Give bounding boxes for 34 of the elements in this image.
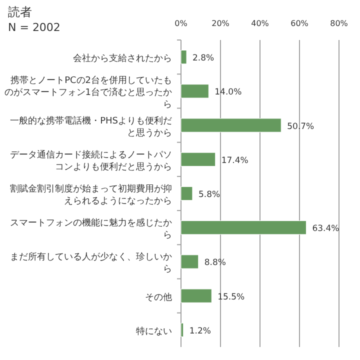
x-tick-label: 60% [290, 19, 309, 28]
y-tick-label: データ通信カード接続によるノートパソコンよりも便利だと思うから [10, 149, 172, 172]
data-label: 8.8% [204, 258, 226, 268]
x-tick-label: 80% [330, 19, 348, 28]
data-label: 2.8% [192, 54, 214, 64]
bar [180, 186, 193, 201]
data-label: 50.7% [287, 122, 314, 132]
y-tick-label: スマートフォンの機能に魅力を感じたから [10, 218, 172, 241]
y-tick-label: 割賦金割引制度が始まって初期費用が抑えられるようになったから [10, 184, 172, 206]
data-label: 5.8% [198, 190, 220, 200]
bar [180, 322, 184, 338]
bar [180, 50, 187, 64]
x-tick-label: 20% [212, 19, 230, 28]
data-label: 1.2% [189, 326, 211, 336]
y-tick-label: 一般的な携帯電話機・PHSよりも便利だと思うから [10, 115, 172, 138]
y-tick-label: 携帯とノートPCの2台を併用していたものがスマートフォン1台で済むと思ったから [4, 75, 172, 110]
data-label: 17.4% [221, 156, 248, 166]
text: 読者 [8, 5, 32, 19]
y-tick-label: その他 [145, 292, 172, 303]
text: N = 2002 [8, 21, 60, 34]
y-tick-label: まだ所有している人が少なく、珍しいから [10, 252, 172, 275]
x-tick-label: 0% [174, 19, 188, 28]
bar [180, 84, 209, 98]
y-tick-label: 会社から支給されたから [73, 53, 172, 64]
y-tick-label: 特にない [136, 326, 172, 337]
data-label: 15.5% [218, 292, 245, 302]
bar [180, 288, 212, 303]
data-label: 63.4% [312, 224, 340, 234]
bar [180, 152, 216, 166]
bar [180, 220, 306, 235]
bar [180, 118, 282, 132]
x-tick-label: 40% [251, 19, 270, 28]
bar [180, 254, 199, 269]
data-label: 14.0% [214, 88, 242, 98]
